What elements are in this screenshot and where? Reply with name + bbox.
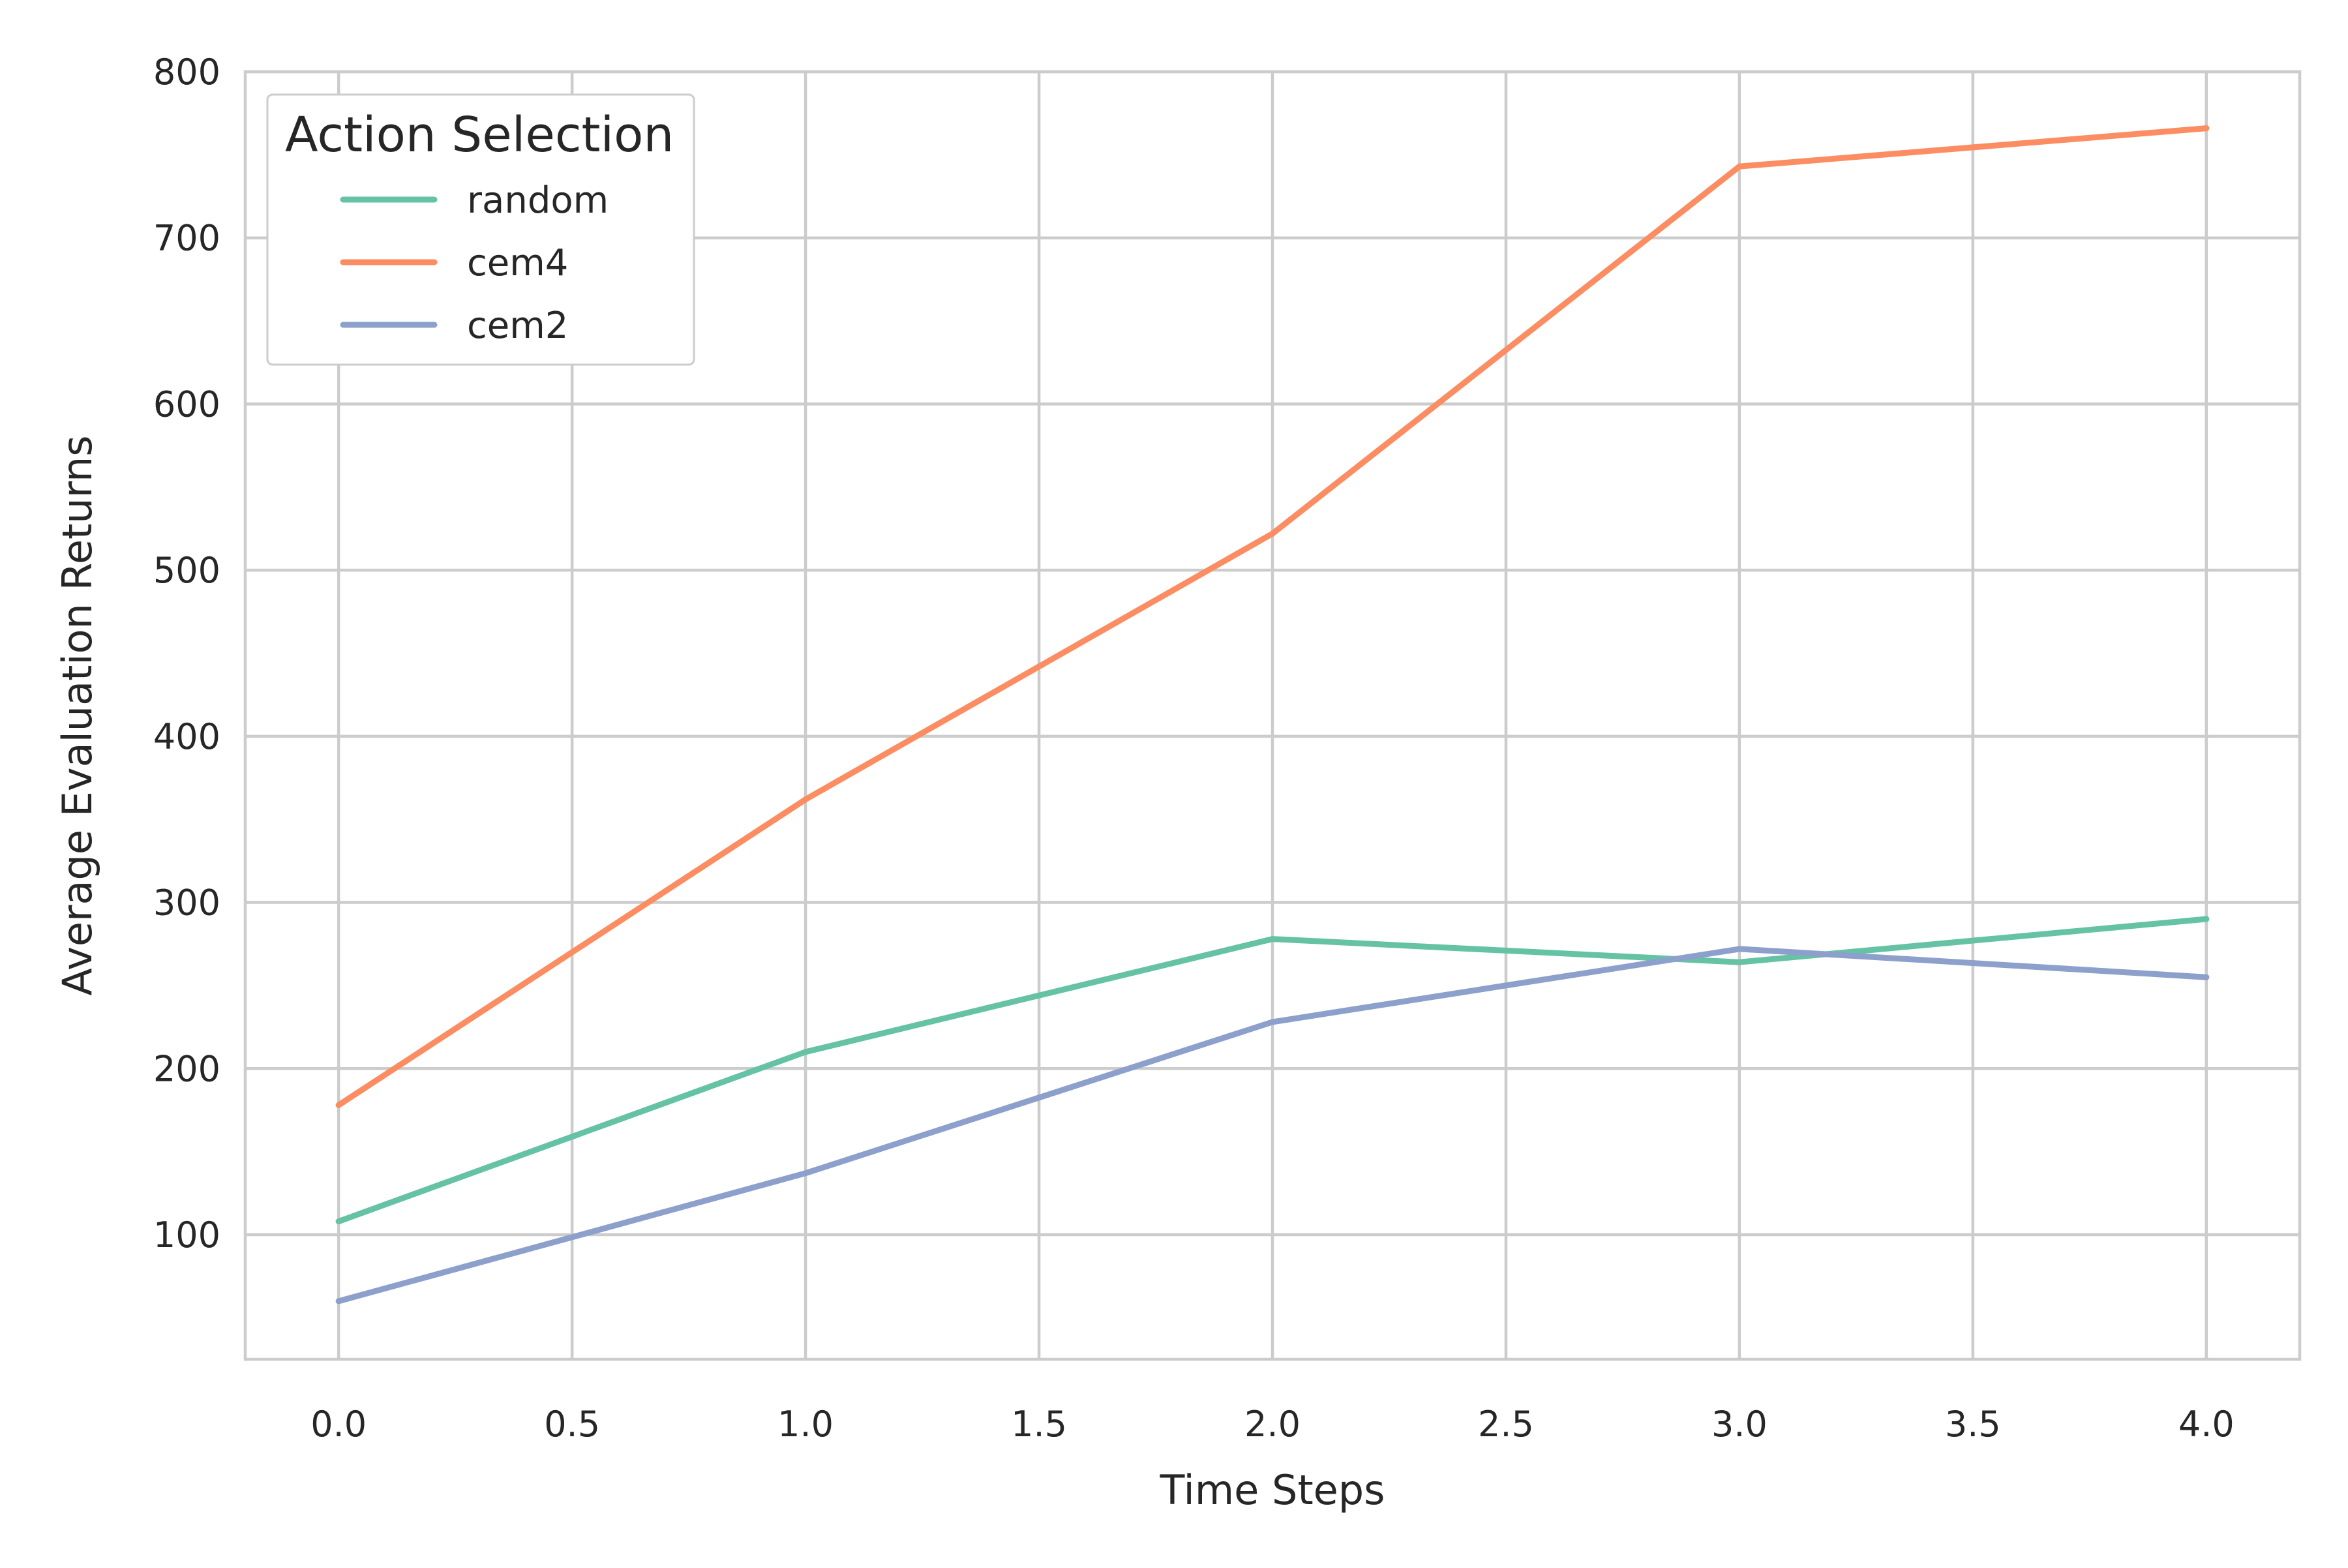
data-point-cem2 <box>1269 1019 1276 1025</box>
legend-label-cem4: cem4 <box>467 242 568 284</box>
legend: Action Selection random cem4 cem2 <box>266 93 695 366</box>
y-axis-label: Average Evaluation Returns <box>53 435 101 995</box>
y-tick-label: 500 <box>153 550 220 591</box>
x-tick-label: 0.5 <box>544 1404 600 1445</box>
data-point-cem2 <box>2203 974 2210 980</box>
data-point-cem2 <box>1736 946 1743 952</box>
legend-label-random: random <box>467 179 609 222</box>
grid <box>245 70 2300 1359</box>
x-tick-label: 4.0 <box>2178 1404 2235 1445</box>
legend-items: random cem4 cem2 <box>340 179 609 347</box>
data-point-random <box>802 1049 809 1055</box>
legend-title: Action Selection <box>285 107 674 163</box>
x-tick-label: 0.0 <box>310 1404 367 1445</box>
x-tick-label: 1.0 <box>777 1404 834 1445</box>
x-tick-label: 1.5 <box>1011 1404 1067 1445</box>
data-point-cem4 <box>1269 530 1276 537</box>
series-lines <box>335 125 2210 1304</box>
data-point-cem4 <box>802 796 809 803</box>
y-tick-label: 300 <box>153 882 220 924</box>
legend-box <box>266 93 695 366</box>
x-tick-label: 3.0 <box>1711 1404 1768 1445</box>
y-tick-label: 800 <box>153 52 220 93</box>
data-point-random <box>1736 959 1743 965</box>
plot-frame <box>243 70 2302 1361</box>
data-point-cem4 <box>2203 125 2210 132</box>
data-point-cem4 <box>335 1102 342 1108</box>
y-tick-label: 600 <box>153 384 220 425</box>
data-point-random <box>2203 916 2210 922</box>
x-tick-label: 2.5 <box>1478 1404 1534 1445</box>
x-tick-labels: 0.0 0.5 1.0 1.5 2.0 2.5 3.0 3.5 4.0 <box>310 1404 2235 1445</box>
legend-label-cem2: cem2 <box>467 305 568 347</box>
y-tick-label: 100 <box>153 1214 220 1256</box>
x-tick-label: 2.0 <box>1244 1404 1301 1445</box>
data-point-cem4 <box>1736 163 1743 170</box>
y-tick-label: 400 <box>153 716 220 757</box>
data-point-random <box>1269 936 1276 942</box>
y-tick-label: 200 <box>153 1048 220 1089</box>
x-tick-label: 3.5 <box>1945 1404 2001 1445</box>
data-point-random <box>335 1218 342 1225</box>
y-tick-label: 700 <box>153 218 220 259</box>
x-axis-label: Time Steps <box>1160 1466 1385 1514</box>
y-tick-labels: 100 200 300 400 500 600 700 800 <box>153 52 220 1256</box>
data-point-cem2 <box>802 1170 809 1177</box>
data-point-cem2 <box>335 1298 342 1304</box>
